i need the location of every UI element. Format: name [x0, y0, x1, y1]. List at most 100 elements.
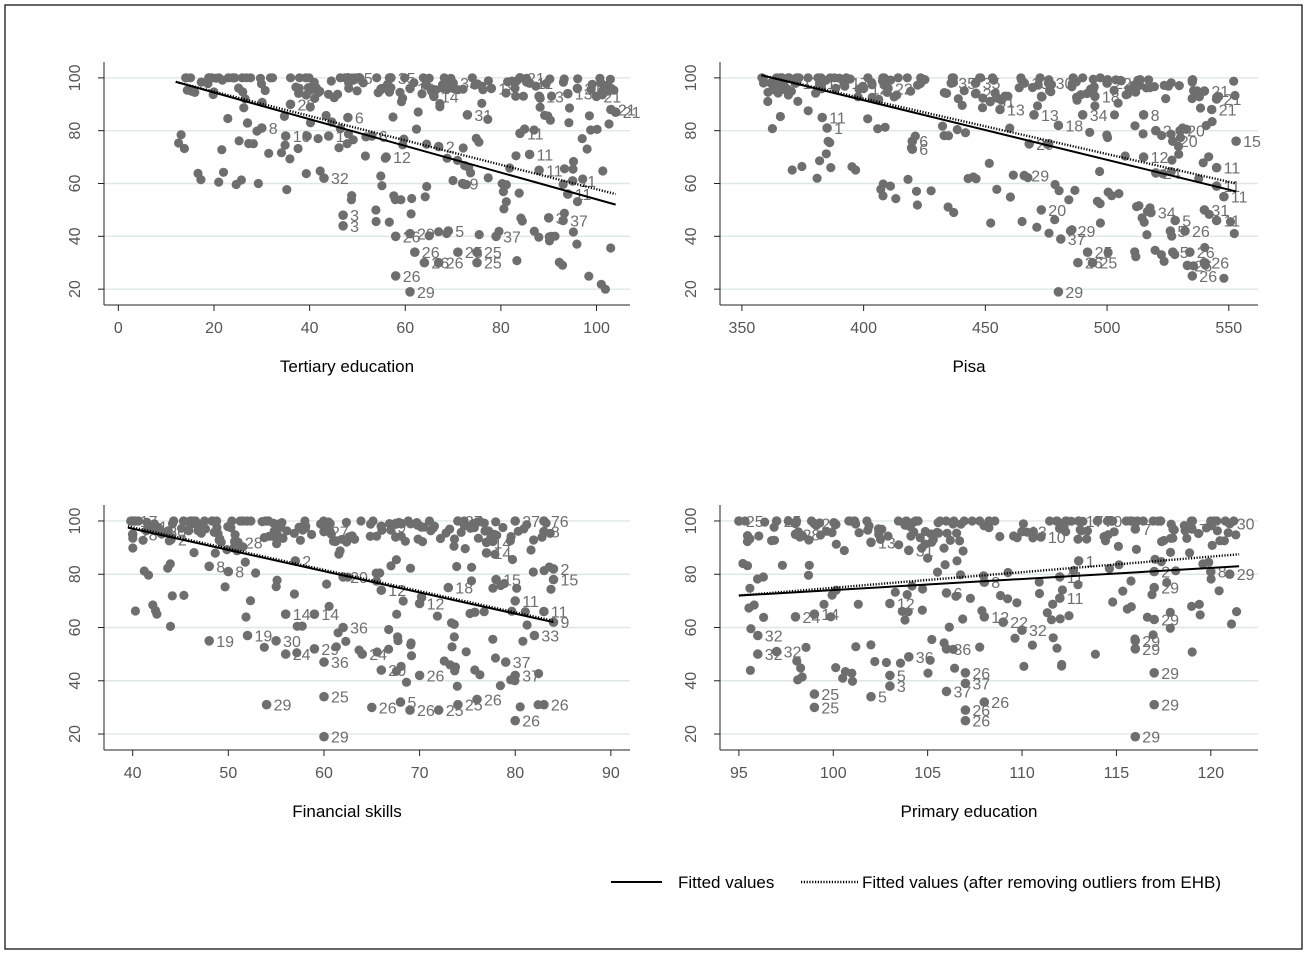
x-tick-label: 110	[1009, 765, 1035, 782]
scatter-point	[939, 543, 949, 553]
scatter-point	[873, 124, 883, 134]
scatter-point	[995, 590, 1006, 601]
scatter-point-labeled	[472, 247, 482, 257]
point-label: 26	[1199, 269, 1217, 286]
scatter-point	[138, 535, 148, 545]
scatter-point	[344, 532, 354, 542]
scatter-point-labeled	[1206, 566, 1216, 577]
scatter-point	[413, 107, 423, 117]
point-label: 26	[422, 245, 440, 262]
point-label: 6	[355, 111, 364, 128]
scatter-point	[878, 73, 888, 83]
scatter-point	[227, 516, 237, 526]
scatter-point-labeled	[338, 210, 348, 220]
scatter-point	[396, 661, 406, 672]
scatter-point-labeled	[809, 702, 820, 713]
point-label: 7	[1142, 522, 1151, 539]
point-label: 29	[1142, 730, 1160, 747]
scatter-point-labeled	[1090, 91, 1100, 102]
point-label: 21	[623, 105, 641, 122]
point-label: 30	[1237, 517, 1255, 534]
point-label: 24	[1163, 166, 1181, 183]
point-label: 26	[1192, 224, 1210, 241]
point-label: 36	[916, 650, 934, 667]
point-label: 25	[484, 256, 502, 273]
point-label: 11	[537, 76, 554, 93]
scatter-point	[178, 516, 188, 526]
scatter-point	[238, 87, 248, 97]
point-label: 6	[379, 129, 388, 146]
scatter-point	[483, 114, 493, 124]
scatter-point-labeled	[904, 652, 914, 662]
x-tick-label: 350	[729, 320, 756, 337]
scatter-point	[796, 663, 806, 673]
point-label: 70	[1105, 514, 1123, 531]
x-tick-label: 70	[411, 765, 429, 782]
point-label: 14	[494, 535, 512, 552]
scatter-point	[940, 560, 950, 570]
point-label: 22	[895, 81, 913, 98]
scatter-point	[1032, 222, 1042, 232]
point-label: 5	[408, 695, 417, 712]
scatter-point	[1187, 647, 1197, 657]
point-label: 32	[331, 171, 349, 188]
scatter-point	[606, 243, 616, 253]
scatter-point-labeled	[1019, 78, 1030, 88]
scatter-point	[377, 181, 387, 191]
scatter-point-labeled	[960, 668, 971, 678]
scatter-point	[1046, 615, 1057, 625]
point-label: 11	[551, 605, 568, 622]
scatter-point	[937, 121, 948, 131]
scatter-point	[405, 563, 416, 573]
scatter-point	[568, 164, 578, 174]
scatter-point	[801, 642, 811, 653]
y-tick-label: 100	[67, 508, 84, 535]
scatter-point	[1138, 129, 1148, 139]
scatter-point	[995, 531, 1005, 542]
scatter-point-labeled	[386, 73, 396, 83]
scatter-point	[913, 516, 923, 526]
point-label: 21	[1219, 103, 1237, 120]
scatter-point	[386, 561, 396, 571]
scatter-point	[1175, 133, 1186, 143]
y-tick-label: 20	[67, 725, 84, 743]
scatter-point	[1201, 120, 1211, 131]
scatter-point	[893, 516, 904, 526]
scatter-point	[1092, 196, 1102, 206]
scatter-point-labeled	[233, 537, 243, 548]
point-label: 19	[388, 519, 406, 536]
scatter-point	[483, 76, 493, 86]
point-label: 34	[1090, 108, 1108, 125]
scatter-point-labeled	[1043, 78, 1054, 88]
point-cloud	[738, 516, 1242, 686]
point-label: 35	[355, 71, 373, 88]
scatter-point-labeled	[1130, 524, 1141, 534]
scatter-point	[1215, 536, 1225, 546]
point-label: 32	[765, 629, 783, 646]
scatter-point	[903, 607, 913, 617]
scatter-point	[238, 516, 248, 526]
scatter-point	[529, 125, 539, 135]
scatter-point	[803, 570, 814, 580]
scatter-point-labeled	[839, 78, 849, 88]
scatter-point-labeled	[261, 699, 272, 710]
scatter-point	[323, 89, 334, 99]
scatter-point	[326, 529, 336, 539]
scatter-point	[1012, 598, 1022, 608]
scatter-point	[220, 582, 230, 592]
scatter-point	[435, 99, 445, 109]
scatter-point-labeled	[338, 221, 348, 231]
scatter-point	[950, 663, 960, 673]
y-tick-label: 60	[683, 175, 700, 193]
point-label: 10	[293, 129, 311, 146]
scatter-point	[935, 516, 945, 526]
scatter-point-labeled	[486, 83, 497, 94]
scatter-point	[1044, 228, 1054, 238]
scatter-point	[1133, 516, 1143, 526]
point-label: 12	[897, 597, 915, 614]
scatter-point	[878, 179, 888, 189]
scatter-point-labeled	[1149, 614, 1159, 625]
scatter-point-labeled	[866, 537, 876, 548]
scatter-point	[1061, 527, 1071, 537]
scatter-point	[505, 536, 515, 546]
